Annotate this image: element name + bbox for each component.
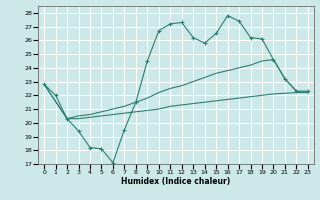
- X-axis label: Humidex (Indice chaleur): Humidex (Indice chaleur): [121, 177, 231, 186]
